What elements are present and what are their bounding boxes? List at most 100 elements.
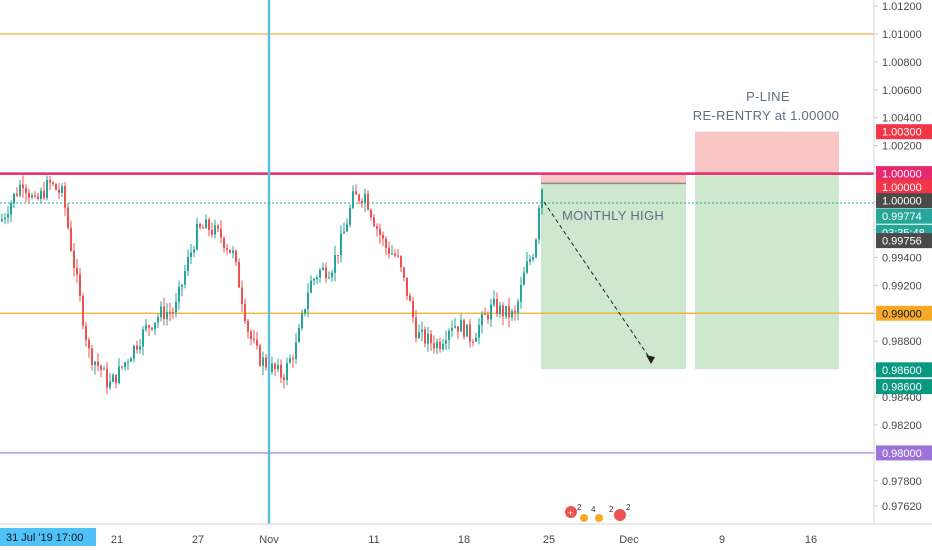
target-zone-2[interactable]	[695, 173, 839, 370]
candle-14	[43, 181, 45, 201]
candle-22	[67, 203, 69, 231]
candle-153	[460, 313, 462, 332]
price-axis[interactable]: 1.01200 1.01000 1.00800 1.00600 1.00400 1.002…	[873, 0, 932, 550]
price-tick-15: 0.98200	[882, 420, 922, 432]
price-tag-bg-9	[876, 379, 932, 395]
price-tag-bg-2	[876, 179, 932, 195]
price-tick-18: 0.97620	[882, 501, 922, 513]
candle-36	[109, 373, 111, 390]
time-axis[interactable]: 21 27 Nov 11 18 25 Dec 9 16 31 Jul '19 17:00	[0, 523, 932, 550]
stop-zone-2[interactable]	[695, 131, 839, 174]
candle-41	[124, 361, 126, 371]
chart-overlays: MONTHLY HIGH P-LINE RE-RENTRY at 1.00000…	[0, 0, 874, 524]
price-tick-14: 0.98400	[882, 392, 922, 404]
projection-arrow-head	[646, 355, 655, 364]
candle-11	[34, 191, 36, 199]
candle-84	[253, 329, 255, 344]
candle-135	[406, 277, 408, 301]
candle-136	[409, 292, 411, 302]
candle-88	[265, 354, 267, 371]
candle-83	[250, 329, 252, 346]
monthly-high-label[interactable]: MONTHLY HIGH	[562, 208, 664, 223]
pline-subtitle-label[interactable]: RE-RENTRY at 1.00000	[693, 108, 839, 123]
candle-115	[346, 218, 348, 233]
candle-65	[196, 217, 198, 251]
candle-76	[229, 249, 231, 254]
candle-140	[421, 321, 423, 342]
pline-title-label[interactable]: P-LINE	[746, 89, 790, 104]
candle-79	[238, 258, 240, 288]
candle-118	[355, 184, 357, 195]
candle-31	[94, 360, 96, 375]
event-icons[interactable]: + 2 4 2 2	[565, 503, 631, 522]
candle-125	[376, 223, 378, 237]
candle-166	[499, 302, 501, 318]
price-tick-17: 0.97800	[882, 476, 922, 488]
candle-117	[352, 185, 354, 210]
candle-34	[103, 366, 105, 370]
candle-128	[385, 236, 387, 256]
candle-63	[190, 243, 192, 265]
event-icon-1[interactable]	[565, 506, 577, 518]
candle-139	[418, 324, 420, 339]
target-zone-1[interactable]	[541, 183, 686, 370]
candle-66	[199, 222, 201, 230]
price-tag-bg-4	[876, 208, 932, 224]
candle-50	[151, 326, 153, 332]
candle-150	[451, 320, 453, 337]
price-tick-0: 1.01200	[882, 1, 922, 13]
event-icon-4[interactable]	[614, 509, 626, 521]
candle-35	[106, 361, 108, 395]
price-tag-9: 0.98600	[882, 382, 922, 394]
candle-155	[466, 324, 468, 337]
candle-0	[1, 213, 3, 223]
candle-58	[175, 292, 177, 318]
candle-75	[226, 244, 228, 255]
candle-59	[178, 280, 180, 310]
candle-27	[82, 292, 84, 330]
price-tick-10: 0.99200	[882, 280, 922, 292]
candle-154	[463, 318, 465, 340]
svg-text:+: +	[568, 508, 573, 518]
candle-29	[88, 337, 90, 358]
price-tick-12: 0.98800	[882, 336, 922, 348]
candle-69	[208, 217, 210, 237]
candle-142	[427, 327, 429, 352]
candle-99	[298, 323, 300, 343]
position-zones[interactable]	[541, 131, 839, 370]
candle-2	[7, 205, 9, 224]
candle-138	[415, 309, 417, 343]
event-icon-2[interactable]	[595, 514, 603, 522]
candle-71	[214, 219, 216, 239]
stop-zone-1[interactable]	[541, 173, 686, 184]
candle-169	[508, 297, 510, 328]
event-icon-3[interactable]	[580, 514, 588, 522]
candle-161	[484, 307, 486, 316]
candle-68	[205, 214, 207, 229]
time-tick-8: 16	[805, 534, 817, 546]
candle-39	[118, 358, 120, 385]
time-tick-2: Nov	[259, 534, 279, 546]
candle-116	[349, 204, 351, 228]
candle-28	[85, 321, 87, 347]
candle-90	[271, 356, 273, 375]
price-tag-4: 0.99774	[882, 211, 922, 223]
candle-178	[535, 237, 537, 259]
candle-25	[76, 259, 78, 283]
candle-100	[301, 309, 303, 331]
horizontal-levels[interactable]	[0, 33, 874, 454]
svg-text:4: 4	[591, 505, 596, 514]
candle-156	[469, 318, 471, 348]
candle-51	[154, 322, 156, 336]
candle-30	[91, 344, 93, 371]
candle-81	[244, 298, 246, 324]
projection-arrow-line[interactable]	[543, 201, 652, 361]
candle-52	[157, 313, 159, 328]
price-tag-bg-3	[876, 193, 932, 209]
candle-123	[370, 208, 372, 221]
candle-15	[46, 175, 48, 201]
candle-172	[517, 298, 519, 321]
svg-text:2: 2	[577, 503, 582, 512]
candle-102	[307, 283, 309, 318]
